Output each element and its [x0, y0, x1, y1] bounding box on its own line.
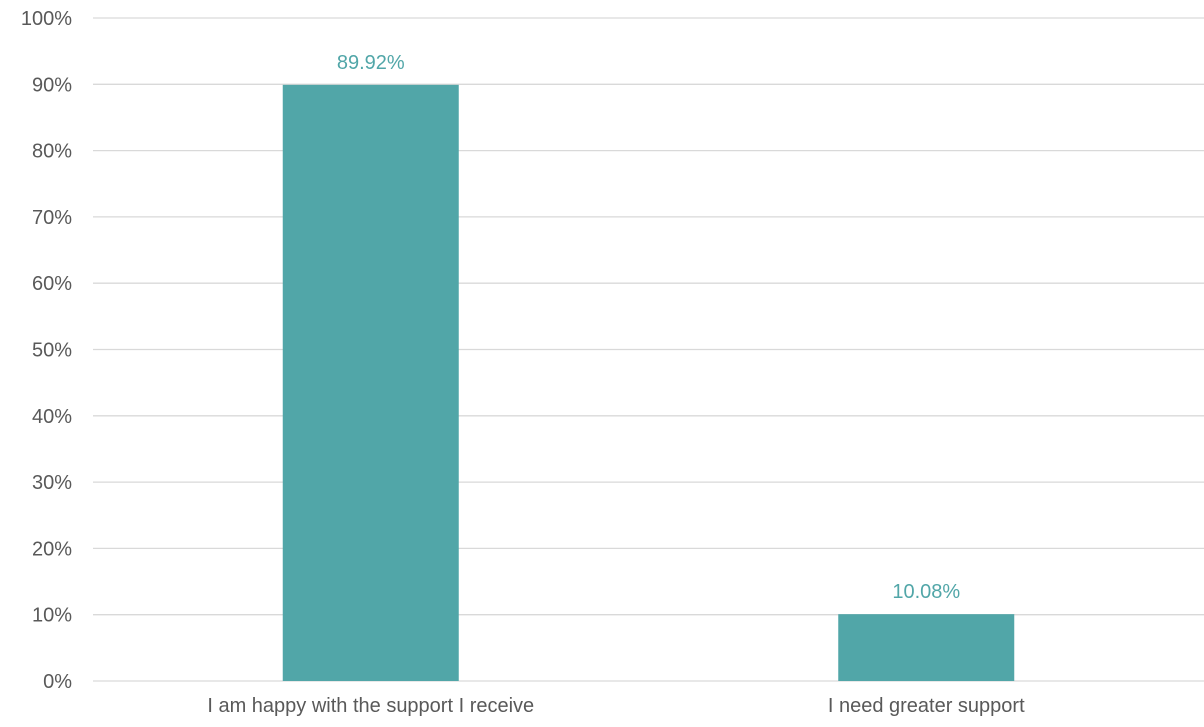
x-axis-category-labels: I am happy with the support I receive I n…	[207, 695, 1025, 717]
bars	[282, 84, 1015, 682]
y-tick-label: 20%	[32, 538, 72, 560]
bar-1	[838, 614, 1015, 681]
y-tick-label: 80%	[32, 141, 72, 163]
y-tick-label: 0%	[43, 671, 72, 693]
y-axis-tick-labels: 0% 10% 20% 30% 40% 50% 60% 70% 80% 90% 100%	[21, 8, 72, 693]
data-labels: 89.92% 10.08%	[337, 52, 961, 603]
gridlines	[93, 17, 1204, 682]
y-tick-label: 30%	[32, 472, 72, 494]
x-category-label: I am happy with the support I receive	[207, 695, 534, 717]
y-tick-label: 40%	[32, 406, 72, 428]
y-tick-label: 90%	[32, 74, 72, 96]
y-tick-label: 100%	[21, 8, 72, 30]
y-tick-label: 60%	[32, 273, 72, 295]
x-category-label: I need greater support	[828, 695, 1025, 717]
data-label: 10.08%	[892, 581, 960, 603]
y-tick-label: 10%	[32, 605, 72, 627]
data-label: 89.92%	[337, 52, 405, 74]
y-tick-label: 70%	[32, 207, 72, 229]
y-tick-label: 50%	[32, 340, 72, 362]
bar-0	[282, 84, 459, 682]
